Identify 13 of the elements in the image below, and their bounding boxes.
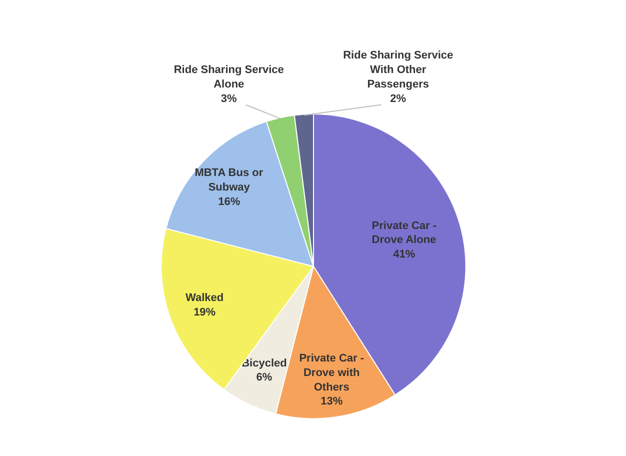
slice-label: Ride Sharing Service Alone [174,64,284,90]
data-label: 41% [393,248,416,261]
slice-label: MBTA Bus or Subway [194,167,264,194]
data-label: 13% [320,396,343,408]
data-label: 3% [220,92,238,105]
slice-label: Walked [186,292,224,304]
data-label: 19% [194,306,216,319]
data-label: 16% [218,196,240,208]
data-label: 6% [256,372,272,384]
slice-label: Private Car - Drove with Others [299,352,364,394]
slice-label: Ride Sharing Service With Other Passengers [343,50,454,90]
data-label: 2% [390,92,406,105]
slice-label: Private Car - Drove Alone [372,220,437,246]
